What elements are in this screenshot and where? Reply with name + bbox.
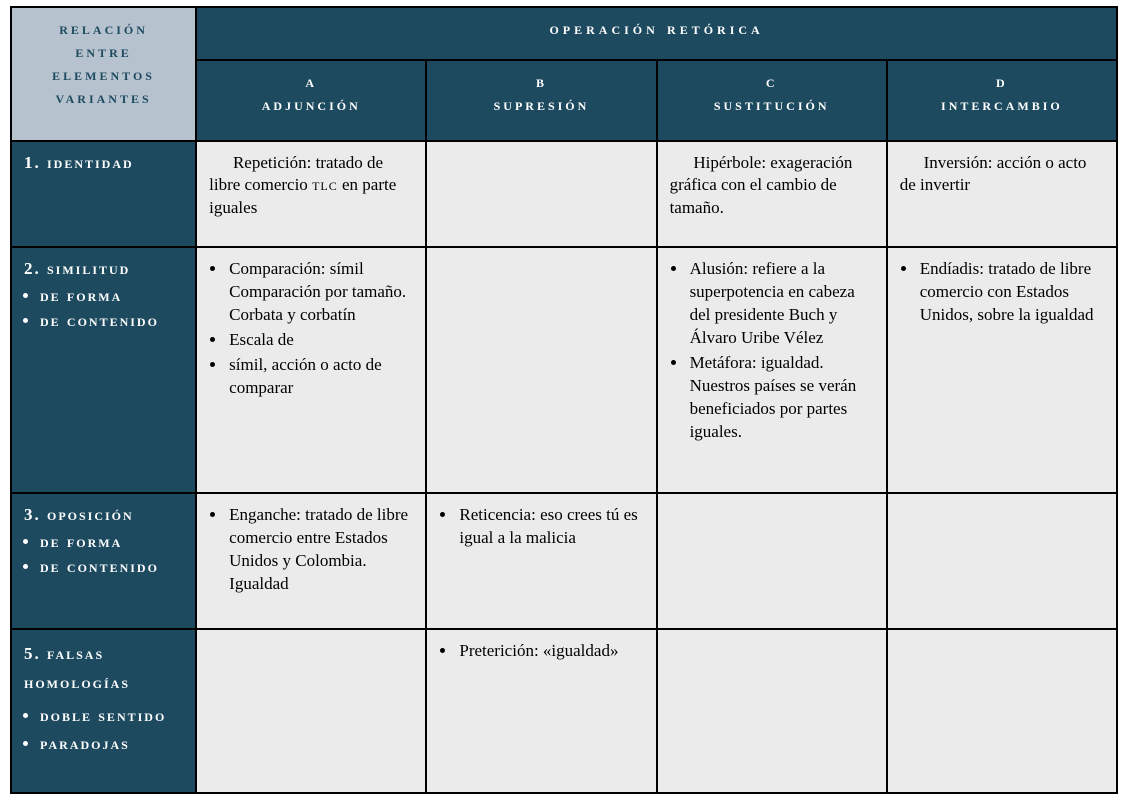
row-header-identidad: 1. identidad xyxy=(11,141,196,248)
col-header-b: b supresión xyxy=(426,60,656,140)
cell-4a xyxy=(196,629,426,793)
row-sub-list: de forma de contenido xyxy=(24,531,183,579)
list-item: símil, acción o acto de comparar xyxy=(227,354,413,400)
corner-header: relación entre elementos variantes xyxy=(11,7,196,141)
cell-1a: Repetición: tratado de libre comercio tl… xyxy=(196,141,426,248)
operation-span-header: operación retórica xyxy=(196,7,1117,60)
cell-1b xyxy=(426,141,656,248)
cell-smallcaps: tlc xyxy=(312,175,338,194)
cell-3b: Reticencia: eso crees tú es igual a la m… xyxy=(426,493,656,629)
col-header-d: d intercambio xyxy=(887,60,1117,140)
cell-list: Comparación: símil Comparación por tamañ… xyxy=(209,258,413,400)
row-sub-list: doble sentido paradojas xyxy=(24,702,183,756)
row-sub: de forma xyxy=(40,285,183,308)
cell-4c xyxy=(657,629,887,793)
list-item: Preterición: «igualdad» xyxy=(457,640,643,663)
cell-list: Endíadis: tratado de libre comercio con … xyxy=(900,258,1104,327)
list-item: Enganche: tratado de libre comercio entr… xyxy=(227,504,413,596)
cell-4d xyxy=(887,629,1117,793)
row-header-oposicion: 3. oposición de forma de contenido xyxy=(11,493,196,629)
corner-line: elementos xyxy=(52,65,155,84)
cell-4b: Preterición: «igualdad» xyxy=(426,629,656,793)
header-row-1: relación entre elementos variantes opera… xyxy=(11,7,1117,60)
col-letter: a xyxy=(209,71,413,94)
list-item: Endíadis: tratado de libre comercio con … xyxy=(918,258,1104,327)
row-sub: de forma xyxy=(40,531,183,554)
col-name: adjunción xyxy=(209,94,413,117)
corner-line: relación xyxy=(59,19,148,38)
cell-2a: Comparación: símil Comparación por tamañ… xyxy=(196,247,426,493)
rhetoric-table: relación entre elementos variantes opera… xyxy=(10,6,1118,794)
col-name: sustitución xyxy=(670,94,874,117)
col-letter: c xyxy=(670,71,874,94)
row-sub: de contenido xyxy=(40,310,183,333)
col-name: intercambio xyxy=(900,94,1104,117)
cell-list: Enganche: tratado de libre comercio entr… xyxy=(209,504,413,596)
list-item: Escala de xyxy=(227,329,413,352)
list-item: Comparación: símil Comparación por tamañ… xyxy=(227,258,413,327)
col-letter: d xyxy=(900,71,1104,94)
cell-paragraph: Repetición: tratado de libre comercio tl… xyxy=(209,152,413,221)
cell-paragraph: Hipérbole: exageración gráfica con el ca… xyxy=(670,152,874,221)
corner-line: variantes xyxy=(56,88,152,107)
row-title: 1. identidad xyxy=(24,152,183,175)
col-name: supresión xyxy=(439,94,643,117)
table-wrapper: relación entre elementos variantes opera… xyxy=(0,0,1128,806)
cell-3d xyxy=(887,493,1117,629)
cell-2d: Endíadis: tratado de libre comercio con … xyxy=(887,247,1117,493)
col-header-c: c sustitución xyxy=(657,60,887,140)
operation-span-label: operación retórica xyxy=(549,19,763,38)
cell-3a: Enganche: tratado de libre comercio entr… xyxy=(196,493,426,629)
cell-1d: Inversión: acción o acto de invertir xyxy=(887,141,1117,248)
cell-paragraph: Inversión: acción o acto de invertir xyxy=(900,152,1104,198)
row-title: 5. falsas homologías xyxy=(24,640,183,698)
row-sub: de contenido xyxy=(40,556,183,579)
cell-2b xyxy=(426,247,656,493)
row-header-similitud: 2. similitud de forma de contenido xyxy=(11,247,196,493)
cell-list: Preterición: «igualdad» xyxy=(439,640,643,663)
row-title: 2. similitud xyxy=(24,258,183,281)
col-header-a: a adjunción xyxy=(196,60,426,140)
list-item: Metáfora: igualdad. Nuestros países se v… xyxy=(688,352,874,444)
row-header-falsas-homologias: 5. falsas homologías doble sentido parad… xyxy=(11,629,196,793)
cell-3c xyxy=(657,493,887,629)
cell-list: Reticencia: eso crees tú es igual a la m… xyxy=(439,504,643,550)
table-row: 3. oposición de forma de contenido Engan… xyxy=(11,493,1117,629)
list-item: Alusión: refiere a la superpotencia en c… xyxy=(688,258,874,350)
row-sub: paradojas xyxy=(40,733,183,756)
corner-line: entre xyxy=(75,42,131,61)
row-sub-list: de forma de contenido xyxy=(24,285,183,333)
row-sub: doble sentido xyxy=(40,702,183,731)
col-letter: b xyxy=(439,71,643,94)
cell-list: Alusión: refiere a la superpotencia en c… xyxy=(670,258,874,444)
row-title: 3. oposición xyxy=(24,504,183,527)
cell-2c: Alusión: refiere a la superpotencia en c… xyxy=(657,247,887,493)
table-row: 1. identidad Repetición: tratado de libr… xyxy=(11,141,1117,248)
table-row: 2. similitud de forma de contenido Compa… xyxy=(11,247,1117,493)
cell-1c: Hipérbole: exageración gráfica con el ca… xyxy=(657,141,887,248)
table-row: 5. falsas homologías doble sentido parad… xyxy=(11,629,1117,793)
list-item: Reticencia: eso crees tú es igual a la m… xyxy=(457,504,643,550)
